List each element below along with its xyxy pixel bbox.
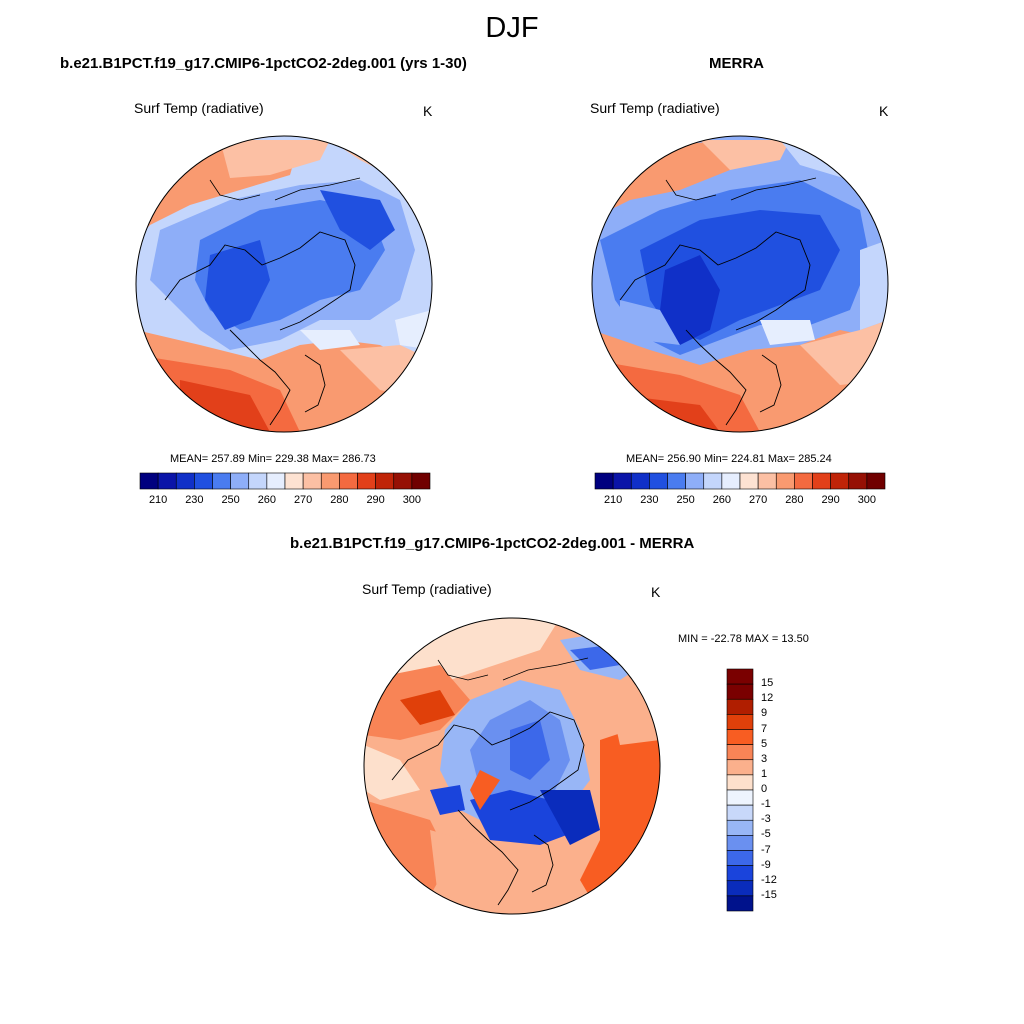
- colorbar-tick-label: 250: [221, 494, 240, 506]
- colorbar-tick-label: 12: [761, 692, 774, 705]
- colorbar-tick-label: 290: [366, 494, 385, 506]
- colorbar-swatch: [726, 895, 754, 912]
- colorbar-tick-label: -7: [761, 843, 771, 856]
- colorbar-tick-label: 270: [748, 494, 768, 506]
- colorbar-tick-label: 0: [761, 783, 768, 795]
- stats-diff: MIN = -22.78 MAX = 13.50: [678, 633, 809, 645]
- colorbar-model: [139, 472, 431, 490]
- colorbar-tick-label: 230: [185, 494, 204, 506]
- colorbar-tick-label: 290: [821, 494, 840, 506]
- colorbar-tick-label: 250: [676, 494, 695, 506]
- panel-title-model: b.e21.B1PCT.f19_g17.CMIP6-1pctCO2-2deg.0…: [60, 55, 467, 72]
- colorbar-swatch: [726, 714, 754, 730]
- colorbar-swatch: [726, 668, 754, 685]
- variable-label-obs: Surf Temp (radiative): [590, 100, 720, 116]
- variable-label-diff: Surf Temp (radiative): [362, 581, 492, 597]
- colorbar-diff: [726, 668, 754, 912]
- colorbar-swatch: [726, 789, 754, 806]
- colorbar-swatch: [726, 698, 754, 715]
- colorbar-tick-label: 7: [761, 722, 768, 735]
- colorbar-tick-label: 270: [293, 494, 313, 506]
- colorbar-tick-label: 260: [712, 494, 732, 506]
- colorbar-swatch: [726, 804, 754, 821]
- colorbar-swatch: [726, 880, 754, 897]
- colorbar-tick-label: 1: [761, 767, 768, 780]
- colorbar-tick-label: 300: [857, 494, 877, 506]
- colorbar-tick-label: -1: [761, 798, 771, 811]
- colorbar-tick-label: 3: [761, 752, 768, 765]
- colorbar-tick-label: 300: [402, 494, 422, 506]
- colorbar-tick-label: -9: [761, 858, 771, 871]
- colorbar-tick-label: 5: [761, 737, 768, 750]
- colorbar-tick-label: 210: [603, 494, 623, 506]
- colorbar-tick-label: 230: [640, 494, 659, 506]
- units-label-model: K: [423, 103, 433, 119]
- colorbar-swatch: [866, 472, 886, 490]
- colorbar-swatch: [726, 865, 754, 882]
- figure-title: DJF: [485, 12, 539, 44]
- colorbar-tick-label: 15: [761, 677, 774, 690]
- colorbar-swatch: [411, 472, 431, 490]
- colorbar-tick-label: -3: [761, 813, 771, 826]
- colorbar-tick-label: -5: [761, 828, 771, 841]
- colorbar-tick-label: -12: [761, 873, 777, 886]
- colorbar-tick-label: -15: [761, 888, 777, 901]
- units-label-diff: K: [651, 584, 661, 600]
- colorbar-tick-label: 9: [761, 707, 768, 720]
- colorbar-swatch: [726, 819, 754, 836]
- colorbar-tick-label: 210: [148, 494, 168, 506]
- map-field-diff: [364, 618, 660, 914]
- colorbar-swatch: [726, 850, 754, 866]
- colorbar-tick-label: 260: [257, 494, 277, 506]
- colorbar-swatch: [726, 774, 754, 791]
- colorbar-swatch: [726, 835, 754, 851]
- colorbar-obs: [594, 472, 886, 490]
- stats-obs: MEAN= 256.90 Min= 224.81 Max= 285.24: [626, 453, 832, 465]
- colorbar-swatch: [726, 729, 754, 745]
- colorbar-tick-label: 280: [785, 494, 804, 506]
- stats-model: MEAN= 257.89 Min= 229.38 Max= 286.73: [170, 453, 376, 465]
- colorbar-swatch: [726, 759, 754, 776]
- variable-label-model: Surf Temp (radiative): [134, 100, 264, 116]
- units-label-obs: K: [879, 103, 889, 119]
- colorbar-tick-label: 280: [330, 494, 349, 506]
- panel-title-diff: b.e21.B1PCT.f19_g17.CMIP6-1pctCO2-2deg.0…: [290, 535, 695, 552]
- panel-title-obs: MERRA: [709, 55, 764, 72]
- colorbar-swatch: [726, 683, 754, 700]
- colorbar-swatch: [726, 744, 754, 761]
